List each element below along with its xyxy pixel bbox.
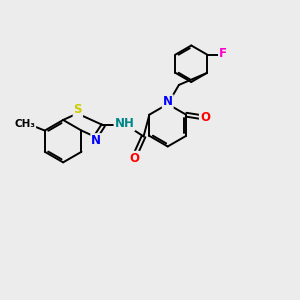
Text: F: F (219, 46, 227, 60)
Text: N: N (91, 134, 101, 147)
Text: CH₃: CH₃ (14, 119, 35, 129)
Text: N: N (163, 95, 173, 108)
Text: O: O (130, 152, 140, 165)
Text: NH: NH (115, 117, 134, 130)
Text: S: S (74, 103, 82, 116)
Text: O: O (200, 110, 210, 124)
